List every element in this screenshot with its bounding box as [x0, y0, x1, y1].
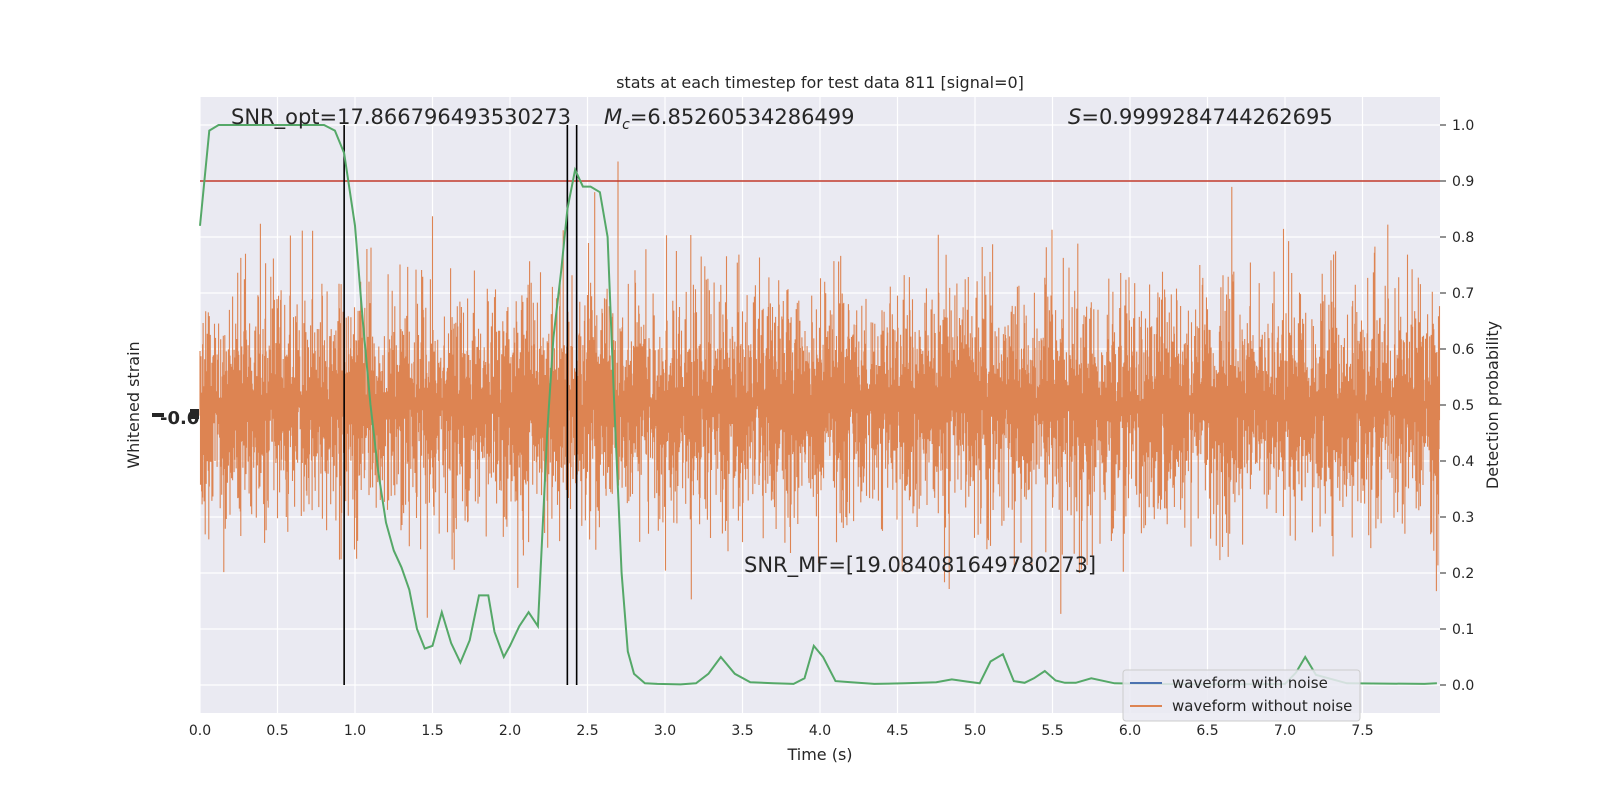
annotation-snr-opt: SNR_opt=17.866796493530273 [231, 105, 571, 130]
annotation-mc-value: =6.85260534286499 [630, 105, 855, 129]
x-tick-label: 4.0 [809, 723, 831, 739]
x-tick-label: 7.0 [1274, 723, 1296, 739]
x-axis-label: Time (s) [786, 745, 852, 764]
x-tick-label: 6.5 [1196, 723, 1218, 739]
x-tick-label: 2.0 [499, 723, 521, 739]
annotation-snr-mf: SNR_MF=[19.084081649780273] [744, 553, 1096, 578]
x-axis-ticks: 0.0 0.5 1.0 1.5 2.0 2.5 3.0 3.5 4.0 4.5 5.0 5.5 6.0 6… [189, 723, 1374, 739]
annotation-s-symbol: S [1068, 105, 1081, 129]
y-tick-label: 0.9 [1452, 174, 1474, 190]
y-tick-label: 0.5 [1452, 398, 1474, 414]
probability-series [199, 124, 1437, 686]
y-axis-right-ticks: 0.0 0.1 0.2 0.3 0.4 0.5 0.6 0.7 0.8 0.9 1.0 [1440, 118, 1474, 694]
reference-lines [200, 125, 1440, 685]
annotation-mc-subscript: c [622, 117, 630, 133]
x-tick-label: 4.5 [886, 723, 908, 739]
left-axis-tick-cluster: -0.0 [152, 408, 199, 429]
x-tick-label: 7.5 [1351, 723, 1373, 739]
x-tick-label: 1.0 [344, 723, 366, 739]
x-tick-label: 5.0 [964, 723, 986, 739]
svg-text:-0.0: -0.0 [160, 408, 199, 429]
annotation-s: S=0.9999284744262695 [1068, 105, 1333, 129]
legend-label-with-noise: waveform with noise [1172, 674, 1328, 692]
x-tick-label: 1.5 [421, 723, 443, 739]
legend-label-without-noise: waveform without noise [1172, 697, 1352, 715]
probability-line [199, 124, 1437, 686]
y-axis-right-label: Detection probability [1483, 321, 1502, 489]
y-tick-label: 0.0 [1452, 678, 1474, 694]
legend-box [1122, 669, 1361, 722]
x-tick-label: 0.0 [189, 723, 211, 739]
annotation-mc: Mc=6.85260534286499 [604, 105, 855, 133]
x-tick-label: 3.5 [731, 723, 753, 739]
y-tick-label: 0.1 [1452, 622, 1474, 638]
y-tick-label: 0.3 [1452, 510, 1474, 526]
annotation-s-value: =0.9999284744262695 [1081, 105, 1332, 129]
y-tick-label: 0.4 [1452, 454, 1474, 470]
y-tick-label: 0.8 [1452, 230, 1474, 246]
y-axis-left-label: Whitened strain [124, 341, 143, 468]
x-tick-label: 0.5 [266, 723, 288, 739]
y-tick-label: 0.6 [1452, 342, 1474, 358]
y-tick-label: 0.2 [1452, 566, 1474, 582]
x-tick-label: 3.0 [654, 723, 676, 739]
y-tick-label: 1.0 [1452, 118, 1474, 134]
x-tick-label: 6.0 [1119, 723, 1141, 739]
y-tick-label: 0.7 [1452, 286, 1474, 302]
x-tick-label: 5.5 [1041, 723, 1063, 739]
x-tick-label: 2.5 [576, 723, 598, 739]
annotation-mc-symbol: M [604, 105, 622, 129]
legend: waveform with noise waveform without noi… [1122, 669, 1361, 722]
chart-title: stats at each timestep for test data 811… [616, 73, 1024, 92]
